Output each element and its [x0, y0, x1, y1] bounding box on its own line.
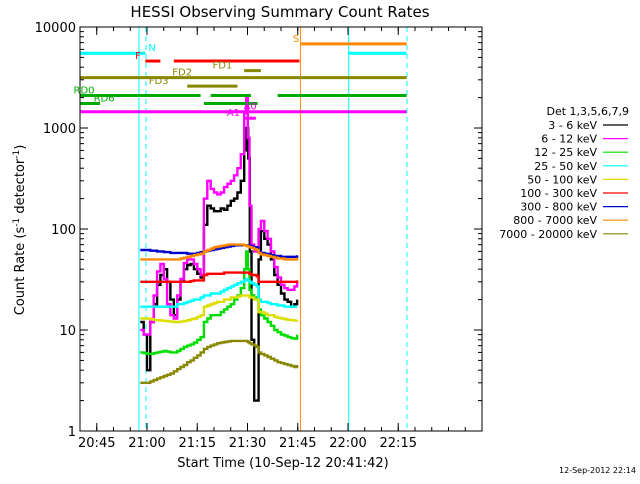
series-group: [140, 96, 299, 402]
y-axis-label: Count Rate (s-1 detector-1): [12, 145, 28, 316]
legend-entry-label: 25 - 50 keV: [534, 160, 597, 173]
flag-label: FD2: [172, 68, 192, 79]
flag-label: FD1: [212, 61, 232, 72]
flag-label: RD0: [74, 85, 95, 96]
y-axis-label-sup1: -1: [12, 218, 22, 227]
y-tick-label: 10: [59, 324, 76, 339]
timestamp: 12-Sep-2012 22:14: [559, 466, 636, 475]
y-axis-label-end: ): [13, 145, 28, 150]
legend-entry-label: 50 - 100 keV: [527, 173, 597, 186]
legend-entry-label: 300 - 800 keV: [520, 201, 597, 214]
series-line-8: [140, 243, 299, 261]
legend-entry-label: 12 - 25 keV: [534, 146, 597, 159]
flag-label: RD6: [94, 93, 115, 104]
legend-entry-label: 7000 - 20000 keV: [499, 228, 597, 241]
x-tick-label: 21:00: [128, 436, 165, 451]
vertical-markers: [138, 27, 408, 431]
flag-label: S: [293, 34, 299, 45]
legend-entry-label: 100 - 300 keV: [520, 187, 597, 200]
y-tick-label: 10000: [35, 21, 76, 36]
series-line-4: [140, 277, 298, 308]
x-tick-label: 22:00: [329, 436, 366, 451]
y-tick-label: 100: [51, 223, 76, 238]
series-line-3: [140, 250, 299, 356]
legend-entry-label: 6 - 12 keV: [541, 133, 597, 146]
series-line-6: [140, 271, 299, 283]
legend-entry-label: 3 - 6 keV: [548, 119, 597, 132]
flag-label: FD3: [149, 76, 169, 87]
chart-title: HESSI Observing Summary Count Rates: [130, 3, 429, 21]
y-axis-label-mid: detector: [13, 158, 28, 218]
y-axis-label-main: Count Rate (s: [13, 227, 28, 316]
y-axis-label-sup2: -1: [12, 150, 22, 159]
x-axis-label: Start Time (10-Sep-12 20:41:42): [177, 456, 388, 471]
flag-label: F: [135, 51, 141, 62]
series-line-2: [140, 96, 299, 336]
flag-label: A1: [227, 108, 240, 119]
legend-title: Det 1,3,5,6,7,9: [546, 105, 629, 118]
series-line-5: [140, 294, 299, 324]
x-tick-label: 22:15: [380, 436, 417, 451]
flag-label: A0: [244, 102, 257, 113]
x-tick-label: 21:30: [229, 436, 266, 451]
y-tick-label: 1: [68, 425, 76, 440]
y-tick-label: 1000: [43, 122, 76, 137]
plot-frame: [79, 26, 483, 432]
x-tick-label: 21:15: [179, 436, 216, 451]
x-tick-label: 20:45: [78, 436, 115, 451]
legend-entry-label: 800 - 7000 keV: [513, 214, 597, 227]
axes: 1 10 100 1000 10000 20:45 21:00 21:15 21:30 21:45…: [35, 21, 483, 451]
series-line-9: [140, 339, 299, 384]
x-tick-label: 21:45: [279, 436, 316, 451]
flag-label: N: [148, 43, 155, 54]
